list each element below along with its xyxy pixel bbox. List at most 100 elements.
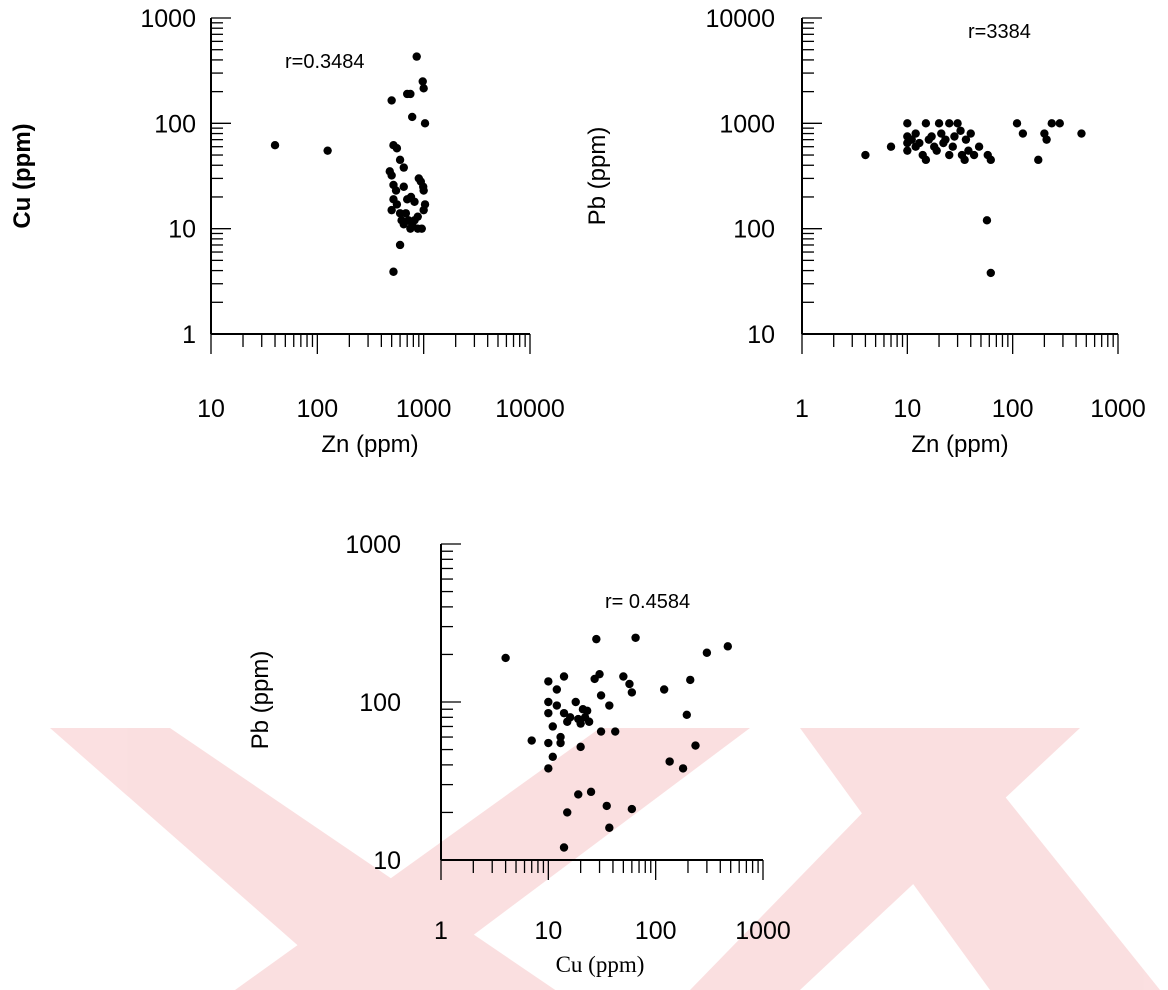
data-point <box>417 224 426 233</box>
data-point <box>921 155 931 165</box>
data-point <box>619 672 628 681</box>
data-point <box>969 150 979 160</box>
data-point <box>270 141 280 150</box>
data-point <box>563 808 572 817</box>
data-point <box>956 126 965 135</box>
data-point <box>544 764 553 773</box>
data-point <box>395 209 405 218</box>
data-point <box>682 710 691 719</box>
x-tick-label: 1 <box>434 917 448 945</box>
data-point <box>586 787 596 797</box>
data-point <box>592 634 601 644</box>
data-point <box>552 685 562 694</box>
data-point <box>702 648 712 657</box>
data-point <box>413 212 422 221</box>
data-point <box>961 135 971 144</box>
data-point <box>982 216 992 225</box>
data-point <box>678 764 688 773</box>
data-point <box>986 268 995 278</box>
data-point <box>401 209 411 218</box>
data-point <box>387 96 396 105</box>
x-tick-label: 100 <box>296 395 338 423</box>
data-point <box>1042 135 1051 144</box>
data-point <box>1055 119 1064 128</box>
y-axis-title: Cu (ppm) <box>9 123 36 228</box>
data-point <box>665 757 674 766</box>
data-point <box>911 129 920 138</box>
data-point <box>527 736 536 745</box>
data-point <box>399 163 408 172</box>
data-point <box>927 132 936 141</box>
data-point <box>552 701 562 710</box>
data-point <box>391 186 401 195</box>
data-point <box>419 84 428 93</box>
data-point <box>389 267 398 276</box>
data-point <box>907 135 916 144</box>
data-point <box>611 727 620 736</box>
y-tick-label: 1000 <box>719 110 775 138</box>
data-point <box>407 112 417 122</box>
x-tick-label: 10 <box>893 395 921 423</box>
data-point <box>323 146 332 155</box>
data-point <box>418 77 427 86</box>
x-tick-label: 1000 <box>735 917 791 945</box>
data-point <box>986 155 995 165</box>
y-tick-label: 10 <box>373 847 401 875</box>
data-point <box>1047 119 1056 128</box>
data-point <box>420 119 430 128</box>
data-point <box>886 142 896 151</box>
data-point <box>960 155 969 165</box>
data-point <box>945 119 954 128</box>
data-point <box>387 171 396 180</box>
data-point <box>941 135 950 144</box>
data-point <box>544 697 553 707</box>
data-point <box>584 717 594 726</box>
data-point <box>556 738 565 748</box>
x-tick-label: 1000 <box>396 395 452 423</box>
data-point <box>934 119 944 128</box>
data-point <box>1018 129 1028 138</box>
data-point <box>602 801 611 811</box>
data-point <box>631 633 640 642</box>
data-point <box>605 823 614 832</box>
chart-cu-vs-zn: 10 100 1000 10000 1 10 100 1000 Zn (ppm) Cu (ppm)… <box>9 5 565 458</box>
data-point <box>903 119 912 128</box>
data-point <box>950 132 959 141</box>
data-point <box>1012 119 1022 128</box>
data-point <box>932 146 941 155</box>
chart-pb-vs-zn: 1 10 100 1000 10 100 1000 10000 Zn (ppm) Pb (ppm)… <box>584 5 1146 458</box>
x-tick-label: 10 <box>197 395 225 423</box>
x-tick-label: 100 <box>992 395 1034 423</box>
y-tick-label: 1 <box>182 321 196 349</box>
data-point <box>1077 129 1086 138</box>
data-point <box>659 685 669 694</box>
data-point <box>945 150 954 160</box>
data-point <box>915 138 924 148</box>
y-tick-label: 1000 <box>140 5 196 33</box>
data-point <box>596 727 606 736</box>
data-point <box>392 144 402 153</box>
data-point <box>399 182 408 191</box>
y-tick-label: 100 <box>154 110 196 138</box>
data-point <box>544 677 553 686</box>
data-point <box>966 129 975 138</box>
x-axis-title: Cu (ppm) <box>556 952 645 977</box>
data-point <box>948 142 957 151</box>
data-point <box>576 719 585 728</box>
data-point <box>1034 155 1043 165</box>
data-point <box>420 200 430 209</box>
x-axis-title: Zn (ppm) <box>321 431 418 458</box>
data-point <box>392 200 402 209</box>
data-point <box>903 146 912 155</box>
data-point <box>627 688 637 697</box>
data-point <box>559 843 569 852</box>
data-point <box>419 182 428 191</box>
correlation-annotation: r=3384 <box>968 21 1031 43</box>
data-point <box>723 642 733 651</box>
data-point <box>406 89 415 99</box>
data-point <box>691 741 700 750</box>
y-tick-label: 1000 <box>345 531 401 559</box>
data-point <box>861 150 870 160</box>
data-point <box>605 701 614 710</box>
x-tick-label: 100 <box>635 917 677 945</box>
